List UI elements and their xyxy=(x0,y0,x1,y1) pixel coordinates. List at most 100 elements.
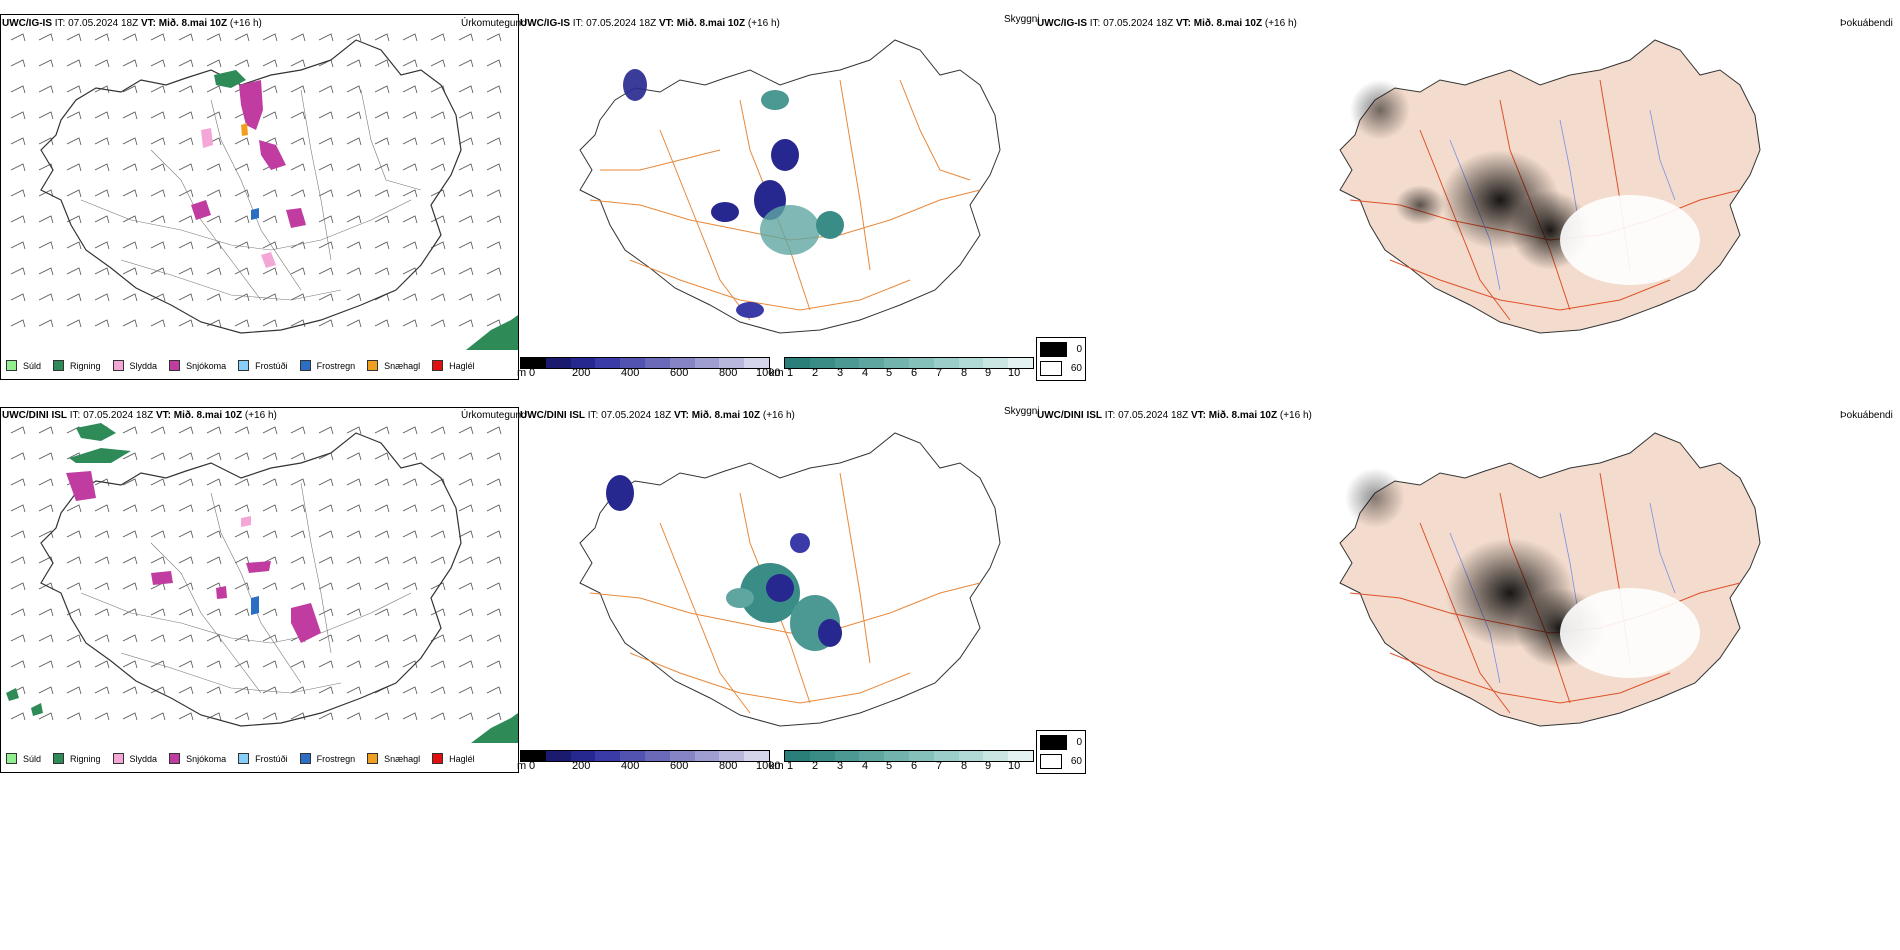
legend-item: Haglél xyxy=(432,753,475,764)
wind-barb xyxy=(402,426,418,435)
wind-barb xyxy=(458,189,474,198)
wind-barb xyxy=(10,530,26,539)
wind-barb xyxy=(430,215,446,224)
wind-barb xyxy=(486,293,502,302)
wind-barb xyxy=(318,712,334,721)
wind-barb xyxy=(122,267,138,276)
fog-map-bottom xyxy=(1339,432,1761,727)
wind-barb xyxy=(430,241,446,250)
wind-barb xyxy=(150,267,166,276)
wind-barb xyxy=(234,660,250,669)
wind-barb xyxy=(178,686,194,695)
wind-barb xyxy=(10,634,26,643)
wind-barb xyxy=(206,504,222,513)
wind-barb xyxy=(262,686,278,695)
wind-barb xyxy=(486,163,502,172)
wind-barb xyxy=(38,189,54,198)
wind-barb xyxy=(122,137,138,146)
wind-barb xyxy=(206,634,222,643)
wind-barb xyxy=(290,111,306,120)
wind-barb xyxy=(150,426,166,435)
wind-barb xyxy=(458,634,474,643)
wind-barb xyxy=(38,33,54,42)
wind-barb xyxy=(262,215,278,224)
wind-barb xyxy=(290,556,306,565)
wind-barb xyxy=(430,504,446,513)
wind-barb xyxy=(66,111,82,120)
wind-barb xyxy=(402,582,418,591)
wind-barb xyxy=(402,293,418,302)
wind-barb xyxy=(486,452,502,461)
wind-barb xyxy=(178,215,194,224)
wind-barb xyxy=(122,33,138,42)
wind-barb xyxy=(178,293,194,302)
panel-header-vis-top: UWC/IG-IS IT: 07.05.2024 18Z VT: Mið. 8.… xyxy=(520,18,780,29)
wind-barb xyxy=(290,530,306,539)
wind-barb xyxy=(318,426,334,435)
wind-barb xyxy=(430,660,446,669)
wind-barb xyxy=(262,712,278,721)
wind-barb xyxy=(38,59,54,68)
wind-barb xyxy=(458,111,474,120)
wind-barb xyxy=(234,33,250,42)
wind-barb xyxy=(262,582,278,591)
wind-barb xyxy=(290,686,306,695)
wind-barb xyxy=(374,241,390,250)
wind-barb xyxy=(66,59,82,68)
wind-barb xyxy=(178,504,194,513)
wind-barb xyxy=(206,712,222,721)
wind-barb xyxy=(234,686,250,695)
fog-legend-top: 0 60 xyxy=(1036,337,1086,381)
wind-barb xyxy=(122,452,138,461)
wind-barb xyxy=(458,582,474,591)
wind-barb xyxy=(178,33,194,42)
wind-barb xyxy=(66,504,82,513)
wind-barb xyxy=(430,189,446,198)
wind-barb xyxy=(262,556,278,565)
wind-barb xyxy=(318,608,334,617)
wind-barb xyxy=(178,478,194,487)
wind-barb xyxy=(206,293,222,302)
wind-barb xyxy=(346,215,362,224)
wind-barb xyxy=(94,504,110,513)
wind-barb xyxy=(66,267,82,276)
wind-barbs xyxy=(10,426,502,721)
wind-barb xyxy=(318,85,334,94)
panel-header-vis-bottom: UWC/DINI ISL IT: 07.05.2024 18Z VT: Mið.… xyxy=(520,410,795,421)
wind-barb xyxy=(318,478,334,487)
wind-barb xyxy=(430,59,446,68)
wind-barb xyxy=(458,556,474,565)
wind-barb xyxy=(458,686,474,695)
wind-barb xyxy=(178,426,194,435)
wind-barb xyxy=(318,319,334,328)
wind-barb xyxy=(38,293,54,302)
legend-item: Snjókoma xyxy=(169,753,226,764)
wind-barb xyxy=(150,478,166,487)
wind-barb xyxy=(150,163,166,172)
wind-barb xyxy=(10,33,26,42)
wind-barb xyxy=(150,215,166,224)
wind-barb xyxy=(402,59,418,68)
wind-barb xyxy=(150,504,166,513)
wind-barb xyxy=(206,608,222,617)
wind-barb xyxy=(122,582,138,591)
wind-barb xyxy=(234,608,250,617)
wind-barb xyxy=(94,59,110,68)
wind-barb xyxy=(374,111,390,120)
wind-barb xyxy=(66,634,82,643)
wind-barb xyxy=(402,189,418,198)
wind-barb xyxy=(150,189,166,198)
wind-barb xyxy=(94,660,110,669)
wind-barb xyxy=(290,137,306,146)
wind-barbs xyxy=(10,33,502,328)
wind-barb xyxy=(94,189,110,198)
wind-barb xyxy=(318,241,334,250)
legend-item: Frostúði xyxy=(238,360,288,371)
wind-barb xyxy=(486,556,502,565)
wind-barb xyxy=(458,530,474,539)
wind-barb xyxy=(178,267,194,276)
wind-barb xyxy=(290,452,306,461)
wind-barb xyxy=(486,137,502,146)
wind-barb xyxy=(94,582,110,591)
wind-barb xyxy=(234,189,250,198)
